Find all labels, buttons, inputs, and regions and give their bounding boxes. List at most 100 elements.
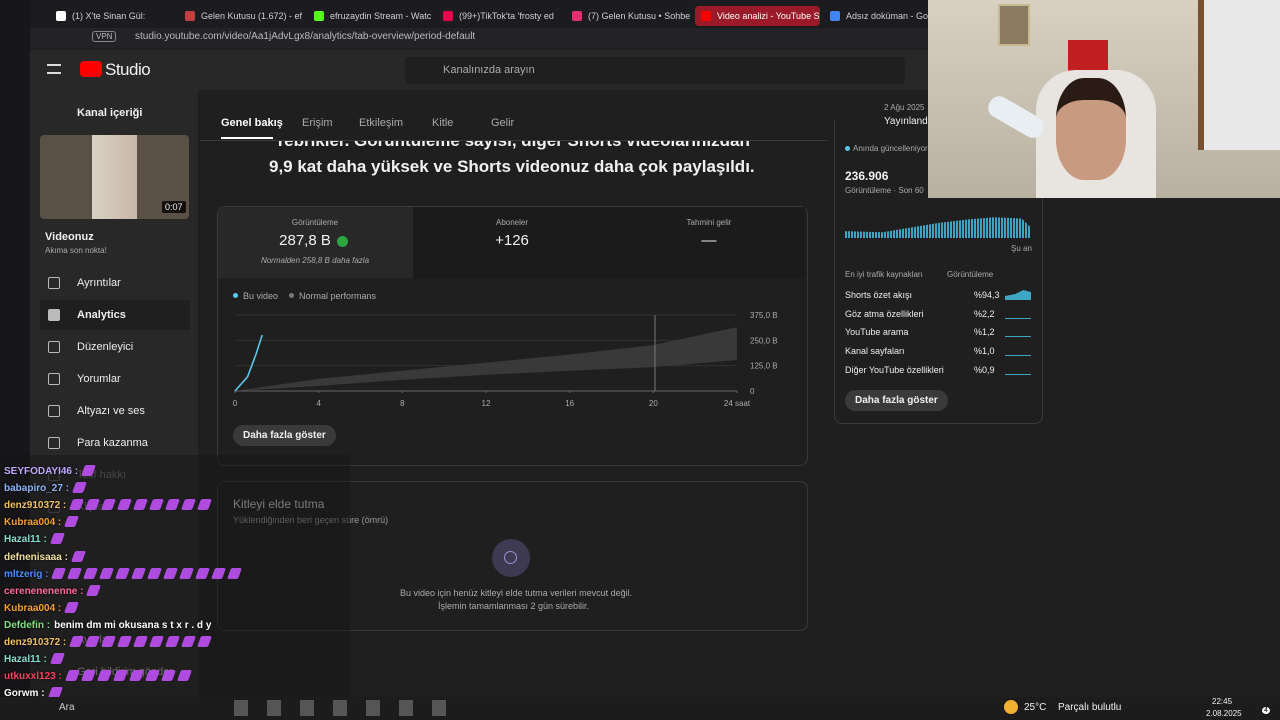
emote: [181, 636, 197, 647]
browser-tab[interactable]: (7) Gelen Kutusu • Sohbe: [566, 6, 691, 26]
yt-logo[interactable]: [80, 61, 102, 77]
vpn[interactable]: VPN: [92, 31, 117, 42]
notif-badge[interactable]: 4: [1262, 707, 1270, 714]
icon: [48, 341, 60, 353]
search-box[interactable]: [405, 57, 905, 84]
emote: [69, 636, 85, 647]
nav-item[interactable]: Altyazı ve ses: [40, 396, 190, 426]
more-button[interactable]: Daha fazla göster: [233, 425, 336, 446]
emote: [117, 636, 133, 647]
browser-tab[interactable]: Adsız doküman - Goog: [824, 6, 949, 26]
emote: [49, 653, 65, 665]
chat-message: utkuxxl123 :: [4, 668, 192, 685]
traffic-value: %1,2: [974, 327, 995, 338]
metric-value: 287,8 B: [279, 232, 331, 249]
video-title: Videonuz: [45, 231, 94, 243]
emote: [64, 670, 80, 682]
traffic-name: YouTube arama: [845, 327, 909, 338]
x-tick-label: 8: [400, 399, 405, 408]
emote: [49, 533, 65, 545]
logo-text[interactable]: Studio: [105, 60, 151, 79]
picture-frame: [998, 4, 1030, 46]
icon: [830, 11, 840, 21]
headline-2: 9,9 kat daha yüksek ve Shorts videonuz d…: [269, 157, 755, 176]
chat-user: babapiro_27 :: [4, 483, 70, 495]
tab[interactable]: Etkileşim: [359, 117, 404, 129]
chat-message: SEYFODAYI46 :: [4, 463, 97, 480]
nav-item[interactable]: Ayrıntılar: [40, 268, 190, 298]
legend-label: Normal performans: [299, 291, 377, 301]
chat-user: Gorwm :: [4, 688, 45, 700]
tab[interactable]: Gelir: [491, 117, 515, 129]
nav-item[interactable]: Yorumlar: [40, 364, 190, 394]
browser-tab[interactable]: Gelen Kutusu (1.672) - ef: [179, 6, 304, 26]
emote: [165, 636, 181, 647]
traffic-value: %2,2: [974, 308, 995, 319]
browser-tab[interactable]: (99+)TikTok'ta 'frosty ed: [437, 6, 562, 26]
icon: [185, 11, 195, 21]
browser-sidebar: [0, 0, 30, 697]
icon: [48, 501, 60, 513]
nav-item[interactable]: Para kazanma: [40, 428, 190, 458]
nav-item[interactable]: Düzenleyici: [40, 332, 190, 362]
search-placeholder[interactable]: Kanalınızda arayın: [443, 64, 535, 76]
views-label: Görüntüleme · Son 60: [845, 186, 924, 195]
taskbar-search[interactable]: Ara: [59, 702, 75, 713]
metric-label: Aboneler: [495, 218, 529, 227]
chat-user: SEYFODAYI46 :: [4, 466, 79, 477]
emote: [70, 550, 86, 562]
icon: [56, 11, 66, 21]
normal-band: [235, 327, 737, 391]
browser-tab[interactable]: Video analizi - YouTube S: [695, 6, 820, 26]
back-link[interactable]: Kanal içeriği: [77, 107, 143, 119]
overview-card: [217, 206, 808, 466]
nav-item[interactable]: Analytics: [40, 300, 190, 330]
tabs-divider: [200, 140, 828, 141]
chat-user: cerenenenenne :: [4, 585, 84, 597]
chat-user: denz910372 :: [4, 500, 67, 512]
emote: [115, 567, 131, 579]
chat-user: Defdefin :: [4, 619, 51, 631]
emote: [149, 636, 165, 647]
emote: [149, 499, 165, 511]
browser-tab[interactable]: efruzaydin Stream - Watc: [308, 6, 433, 26]
emote: [163, 567, 179, 579]
emote: [72, 482, 88, 494]
chat-user: denz910372 :: [4, 637, 67, 648]
emote: [117, 499, 133, 511]
tab[interactable]: Erişim: [302, 117, 333, 129]
realtime-views: 236.906: [845, 169, 889, 183]
chat-user: utkuxxl123 :: [4, 671, 62, 683]
x-tick-label: 24 saat: [724, 399, 751, 408]
emote: [64, 516, 80, 528]
tab[interactable]: Kitle: [432, 117, 454, 129]
y-tick-label: 125,0 B: [750, 362, 778, 371]
chat-message: denz910372 :: [4, 634, 213, 651]
tab[interactable]: Genel bakış: [221, 117, 283, 129]
traffic-spark: [1005, 336, 1031, 338]
emote: [85, 636, 101, 647]
icon: [48, 309, 60, 321]
icon: [48, 373, 60, 385]
chat-user: defnenisaaa :: [4, 551, 68, 563]
browser-tab[interactable]: (1) X'te Sinan Gül: "@only: [50, 6, 175, 26]
traffic-value: %1,0: [974, 346, 995, 357]
legend-dot: [289, 293, 294, 298]
clock-face: [504, 551, 517, 564]
menu-icon[interactable]: [47, 64, 61, 74]
address-bar: [30, 28, 928, 48]
url[interactable]: studio.youtube.com/video/Aa1jAdvLgx8/ana…: [135, 31, 476, 42]
emote: [112, 670, 128, 682]
chat-message: Hazal11 :: [4, 651, 65, 668]
emote: [101, 636, 117, 647]
emote: [211, 567, 227, 579]
chat-message: Kubraa004 :: [4, 600, 80, 617]
live-dot: [845, 146, 850, 151]
emote: [165, 499, 181, 511]
traffic-col: Görüntüleme: [947, 270, 994, 279]
traffic-name: Kanal sayfaları: [845, 346, 905, 357]
more-button[interactable]: Daha fazla göster: [845, 390, 948, 411]
traffic-value: %94,3: [974, 290, 1000, 300]
emote: [176, 670, 192, 682]
